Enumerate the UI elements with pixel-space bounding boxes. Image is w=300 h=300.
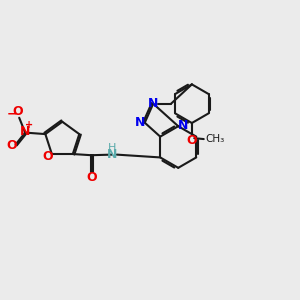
Text: −: − [7,107,17,120]
Text: N: N [178,119,188,132]
Text: +: + [25,121,33,130]
Text: O: O [86,171,97,184]
Text: N: N [135,116,145,129]
Text: O: O [13,105,23,118]
Text: H: H [108,143,116,153]
Text: N: N [148,97,158,110]
Text: N: N [20,125,30,138]
Text: O: O [42,150,53,163]
Text: N: N [107,148,118,160]
Text: O: O [187,134,197,147]
Text: O: O [7,139,17,152]
Text: CH₃: CH₃ [206,134,225,144]
